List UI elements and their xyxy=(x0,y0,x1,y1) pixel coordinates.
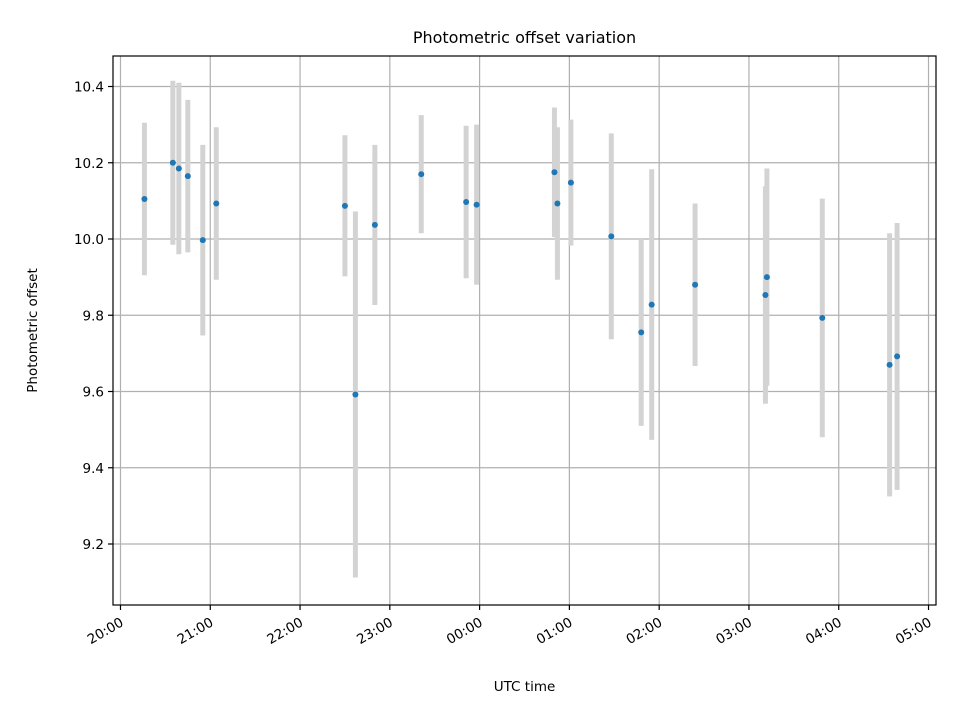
data-point xyxy=(762,292,769,299)
chart-title: Photometric offset variation xyxy=(413,28,636,47)
data-point xyxy=(648,301,655,308)
data-point xyxy=(371,221,378,228)
y-tick-label: 10.4 xyxy=(74,80,104,96)
data-point xyxy=(169,159,176,166)
data-point xyxy=(213,200,220,207)
data-point xyxy=(692,281,699,288)
data-point xyxy=(608,233,615,240)
y-tick-label: 9.4 xyxy=(83,461,104,477)
data-point xyxy=(418,171,425,178)
data-points xyxy=(141,159,901,398)
y-tick-label: 9.6 xyxy=(83,385,104,401)
y-axis-ticks: 9.2 9.4 9.6 9.8 10.0 10.2 10.4 xyxy=(74,80,113,553)
data-point xyxy=(199,237,206,244)
data-point xyxy=(352,391,359,398)
data-point xyxy=(554,200,561,207)
data-point xyxy=(894,353,901,360)
y-tick-label: 9.8 xyxy=(83,308,104,324)
data-point xyxy=(175,165,182,172)
y-tick-label: 10.0 xyxy=(74,232,104,248)
data-point xyxy=(638,329,645,336)
data-point xyxy=(141,195,148,202)
y-tick-label: 10.2 xyxy=(74,156,104,172)
data-point xyxy=(819,314,826,321)
y-tick-label: 9.2 xyxy=(83,537,104,553)
data-point xyxy=(551,169,558,176)
data-point xyxy=(763,274,770,281)
data-point xyxy=(184,173,191,180)
data-point xyxy=(463,199,470,206)
data-point xyxy=(567,179,574,186)
x-axis-label: UTC time xyxy=(494,679,556,695)
data-point xyxy=(886,361,893,368)
data-point xyxy=(473,201,480,208)
plot-frame xyxy=(112,55,937,606)
grid xyxy=(113,56,936,605)
data-point xyxy=(341,202,348,209)
y-axis-label: Photometric offset xyxy=(25,268,41,392)
